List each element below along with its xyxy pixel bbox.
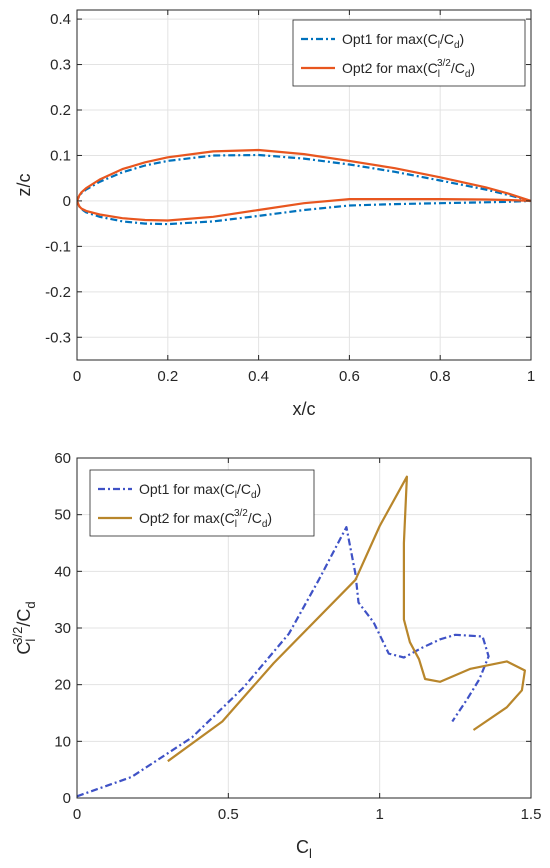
y-tick-label: 0.3 [50, 57, 71, 74]
legend-box [89, 469, 315, 537]
y-tick-label: 0 [63, 790, 71, 807]
y-tick-label: 0.1 [50, 147, 71, 164]
x-tick-label: 1 [375, 806, 383, 823]
axes-box [76, 9, 532, 361]
legend-label-2: Opt2 for max(Cl3/2/Cd) [342, 58, 475, 80]
y-tick-label: 0 [63, 193, 71, 210]
series-line-1 [77, 153, 531, 226]
series-line-2 [77, 148, 531, 222]
x-tick-label: 0.8 [430, 368, 451, 385]
y-axis-label: z/c [14, 173, 34, 196]
x-tick-label: 0.6 [339, 368, 360, 385]
x-axis-label: Cl [296, 837, 312, 861]
y-tick-label: 60 [54, 450, 71, 467]
y-tick-label: -0.2 [45, 284, 71, 301]
legend: Opt1 for max(Cl/Cd) Opt2 for max(Cl3/2/Cd… [292, 19, 526, 87]
legend: Opt1 for max(Cl/Cd) Opt2 for max(Cl3/2/Cd… [89, 469, 315, 537]
lift-drag-ratio-chart: 0 0.5 1 1.5 0 10 20 30 40 50 60 Cl Cl3/2/Cd Opt1 for … [10, 450, 541, 861]
y-tick-label: 50 [54, 507, 71, 524]
x-tick-label: 1.5 [521, 806, 542, 823]
legend-label-1: Opt1 for max(Cl/Cd) [342, 31, 464, 51]
x-tick-label: 0 [73, 806, 81, 823]
y-tick-label: -0.3 [45, 329, 71, 346]
y-tick-label: 40 [54, 563, 71, 580]
x-tick-label: 0.5 [218, 806, 239, 823]
legend-label-2: Opt2 for max(Cl3/2/Cd) [139, 508, 272, 530]
y-tick-label: -0.1 [45, 238, 71, 255]
x-tick-label: 0.2 [157, 368, 178, 385]
legend-label-1: Opt1 for max(Cl/Cd) [139, 481, 261, 501]
airfoil-shape-chart: 0 0.2 0.4 0.6 0.8 1 -0.3 -0.2 -0.1 0 0.1 0.2 0.3 0.4 x… [14, 9, 535, 419]
y-tick-label: 10 [54, 733, 71, 750]
series-line-2 [167, 475, 527, 763]
x-tick-label: 0.4 [248, 368, 269, 385]
x-tick-label: 0 [73, 368, 81, 385]
y-tick-label: 30 [54, 620, 71, 637]
y-axis-label: Cl3/2/Cd [10, 601, 38, 654]
y-tick-label: 0.4 [50, 11, 71, 28]
x-tick-label: 1 [527, 368, 535, 385]
series-line-1 [77, 525, 490, 798]
y-tick-label: 20 [54, 677, 71, 694]
y-tick-label: 0.2 [50, 102, 71, 119]
legend-box [292, 19, 526, 87]
x-axis-label: x/c [292, 399, 315, 419]
